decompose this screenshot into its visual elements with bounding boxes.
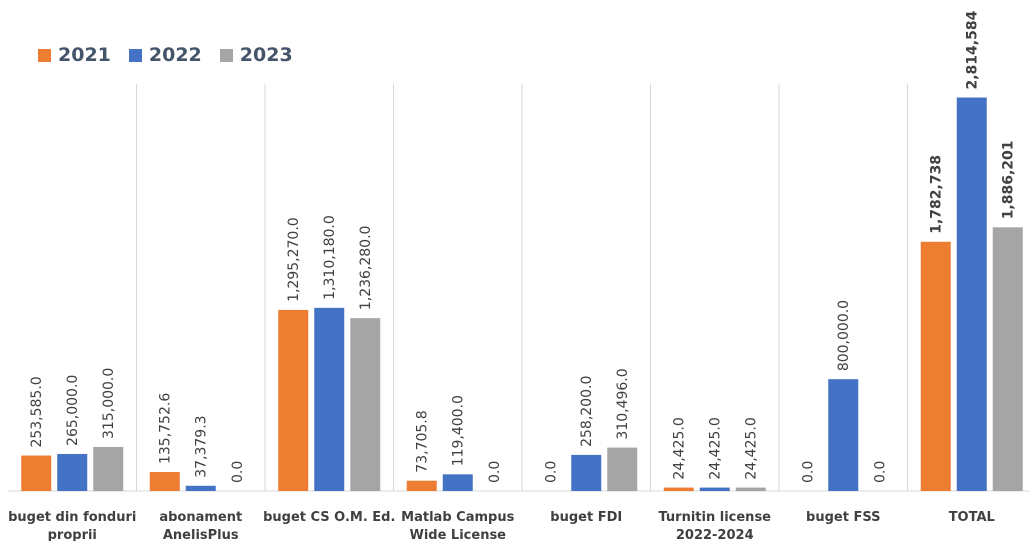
bar-2021-cat5 bbox=[663, 487, 694, 491]
legend-swatch-2022 bbox=[128, 48, 142, 62]
bar-2023-cat5 bbox=[735, 487, 766, 491]
data-label-2022-cat0: 265,000.0 bbox=[65, 375, 81, 446]
bar-2022-cat7 bbox=[956, 97, 987, 492]
legend-swatch-2021 bbox=[38, 48, 51, 62]
category-label-line: TOTAL bbox=[949, 510, 995, 525]
data-label-2022-cat2: 1,310,180.0 bbox=[322, 215, 338, 300]
legend-swatch-2023 bbox=[219, 48, 233, 62]
category-label-2: buget CS O.M. Ed. bbox=[263, 510, 395, 525]
legend-label-2022: 2022 bbox=[148, 44, 202, 66]
bar-2023-cat7 bbox=[992, 227, 1023, 492]
data-label-2023-cat5: 24,425.0 bbox=[744, 417, 760, 479]
data-label-2021-cat4: 0.0 bbox=[543, 461, 559, 483]
bar-2022-cat5 bbox=[699, 487, 730, 491]
data-label-2021-cat2: 1,295,270.0 bbox=[286, 217, 302, 302]
data-label-2021-cat0: 253,585.0 bbox=[29, 376, 45, 447]
data-label-2021-cat7: 1,782,738 bbox=[929, 155, 945, 234]
category-label-line: buget din fonduri bbox=[8, 510, 136, 525]
category-label-line: buget FDI bbox=[550, 510, 622, 525]
data-label-2022-cat6: 800,000.0 bbox=[836, 300, 852, 371]
bar-2021-cat2 bbox=[278, 309, 309, 491]
category-label-line: Matlab Campus bbox=[401, 510, 514, 525]
data-label-2021-cat5: 24,425.0 bbox=[672, 417, 688, 479]
category-label-line: proprii bbox=[48, 528, 97, 541]
legend: 2021 2022 2023 bbox=[38, 44, 293, 66]
category-label-6: buget FSS bbox=[806, 510, 880, 525]
data-label-2022-cat3: 119,400.0 bbox=[451, 395, 467, 466]
data-label-2023-cat4: 310,496.0 bbox=[615, 368, 631, 439]
data-label-2023-cat2: 1,236,280.0 bbox=[358, 226, 374, 311]
bar-2022-cat4 bbox=[571, 454, 602, 491]
bar-2023-cat0 bbox=[93, 446, 124, 491]
bar-2021-cat0 bbox=[21, 455, 52, 491]
category-label-0: buget din fonduri proprii bbox=[8, 510, 136, 541]
category-label-line: 2022-2024 bbox=[676, 528, 754, 541]
bar-2022-cat6 bbox=[828, 379, 859, 491]
category-label-line: buget CS O.M. Ed. bbox=[263, 510, 395, 525]
data-label-2023-cat1: 0.0 bbox=[230, 461, 246, 483]
legend-item-2023: 2023 bbox=[219, 44, 293, 66]
data-label-2023-cat7: 1,886,201 bbox=[1001, 140, 1017, 219]
category-label-line: buget FSS bbox=[806, 510, 880, 525]
data-label-2021-cat1: 135,752.6 bbox=[158, 393, 174, 464]
bar-2021-cat7 bbox=[920, 241, 951, 491]
category-label-line: Turnitin license bbox=[658, 510, 771, 525]
legend-label-2023: 2023 bbox=[239, 44, 293, 66]
bar-2021-cat3 bbox=[406, 480, 437, 491]
bar-2022-cat3 bbox=[442, 474, 473, 491]
data-label-2022-cat5: 24,425.0 bbox=[708, 417, 724, 479]
category-label-7: TOTAL bbox=[949, 510, 995, 525]
data-label-2022-cat1: 37,379.3 bbox=[194, 415, 210, 477]
bar-2022-cat2 bbox=[314, 307, 345, 491]
legend-item-2021: 2021 bbox=[38, 44, 111, 66]
data-label-2021-cat6: 0.0 bbox=[800, 461, 816, 483]
data-label-2022-cat4: 258,200.0 bbox=[579, 376, 595, 447]
bar-2021-cat1 bbox=[149, 472, 180, 491]
category-label-1: abonament AnelisPlus bbox=[159, 510, 242, 541]
data-label-2023-cat6: 0.0 bbox=[872, 461, 888, 483]
data-label-2021-cat3: 73,705.8 bbox=[415, 410, 431, 472]
data-label-2022-cat7: 2,814,584 bbox=[965, 10, 981, 89]
category-label-3: Matlab Campus Wide License bbox=[401, 510, 514, 541]
category-label-line: abonament bbox=[159, 510, 242, 525]
bar-2023-cat2 bbox=[350, 318, 381, 491]
data-label-2023-cat3: 0.0 bbox=[487, 461, 503, 483]
bar-2023-cat4 bbox=[607, 447, 638, 491]
legend-item-2022: 2022 bbox=[128, 44, 202, 66]
category-label-line: AnelisPlus bbox=[163, 528, 239, 541]
category-label-5: Turnitin license 2022-2024 bbox=[658, 510, 771, 541]
bar-2022-cat0 bbox=[57, 453, 88, 491]
category-label-4: buget FDI bbox=[550, 510, 622, 525]
data-label-2023-cat0: 315,000.0 bbox=[101, 368, 117, 439]
bar-2022-cat1 bbox=[185, 485, 216, 491]
category-label-line: Wide License bbox=[409, 528, 506, 541]
legend-label-2021: 2021 bbox=[58, 44, 111, 66]
